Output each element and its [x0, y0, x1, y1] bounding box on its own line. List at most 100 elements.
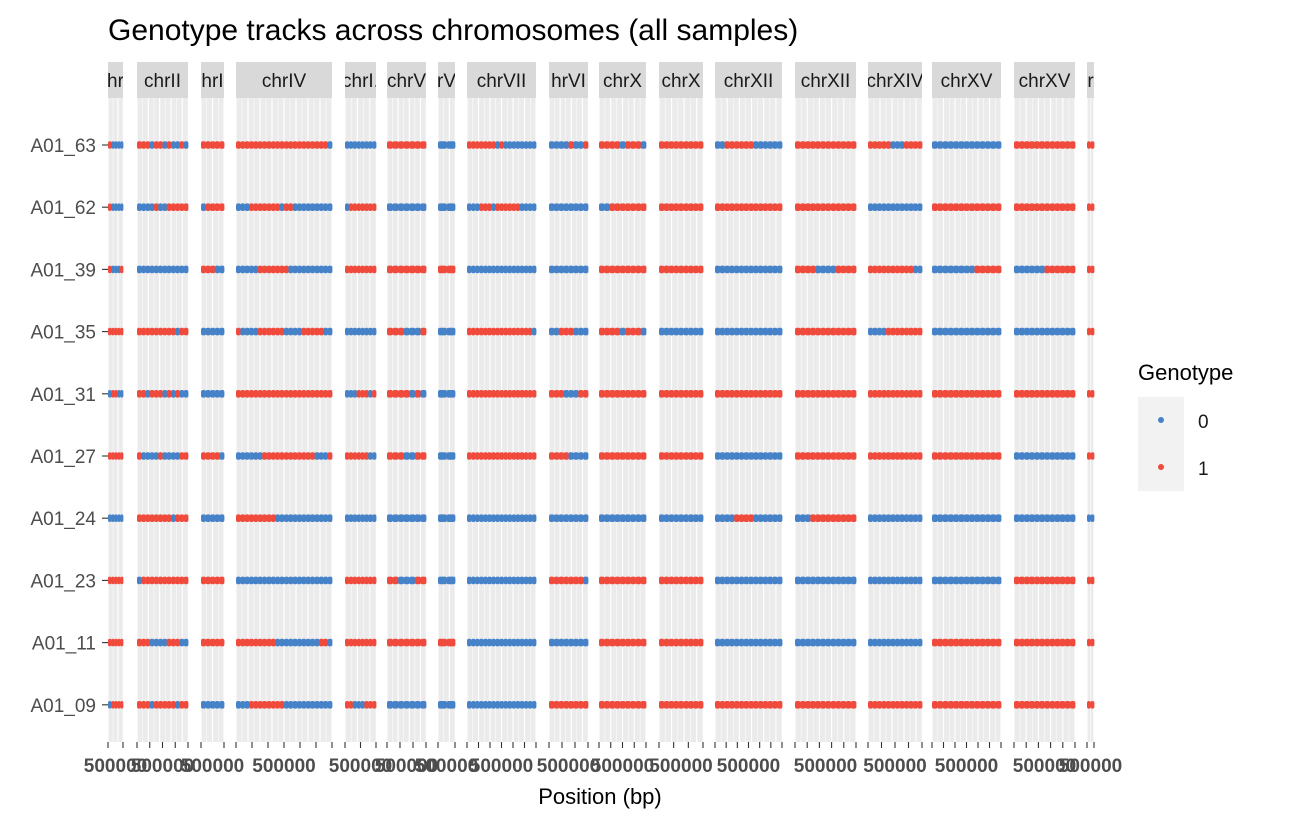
- genotype-segment: [663, 576, 670, 585]
- genotype-segment: [201, 701, 206, 709]
- genotype-segment: [724, 203, 730, 211]
- genotype-segment: [531, 327, 537, 336]
- genotype-segment: [872, 327, 878, 336]
- genotype-segment: [630, 327, 636, 336]
- genotype-segment: [715, 327, 721, 336]
- genotype-segment: [314, 514, 320, 522]
- genotype-segment: [236, 265, 241, 274]
- genotype-segment: [625, 701, 631, 709]
- genotype-segment: [683, 514, 689, 522]
- genotype-segment: [868, 701, 873, 709]
- genotype-segment: [604, 203, 610, 211]
- genotype-segment: [262, 638, 267, 647]
- genotype-segment: [673, 141, 679, 149]
- genotype-segment: [214, 701, 220, 709]
- genotype-segment: [558, 576, 565, 585]
- genotype-segment: [483, 265, 488, 274]
- genotype-segment: [908, 576, 914, 585]
- genotype-segment: [1024, 576, 1030, 585]
- genotype-segment: [668, 327, 675, 336]
- genotype-segment: [795, 452, 801, 460]
- y-tick-label: A01_31: [30, 385, 96, 406]
- genotype-segment: [845, 638, 852, 647]
- genotype-segment: [953, 390, 959, 398]
- genotype-segment: [549, 452, 555, 460]
- genotype-segment: [214, 452, 220, 460]
- genotype-segment: [825, 638, 831, 647]
- genotype-segment: [753, 638, 759, 647]
- genotype-segment: [932, 265, 938, 274]
- genotype-segment: [467, 514, 472, 522]
- facet-strip: [599, 62, 646, 98]
- genotype-segment: [262, 514, 267, 522]
- genotype-segment: [963, 638, 970, 647]
- genotype-segment: [1019, 327, 1025, 336]
- genotype-segment: [1014, 203, 1020, 211]
- genotype-segment: [881, 638, 887, 647]
- facet-strip-label: chrXIV: [866, 71, 923, 92]
- genotype-segment: [963, 141, 970, 149]
- genotype-segment: [599, 576, 605, 585]
- genotype-segment: [840, 638, 847, 647]
- genotype-segment: [483, 514, 488, 522]
- x-tick-label: 500000: [375, 756, 438, 777]
- genotype-segment: [409, 203, 416, 211]
- genotype-segment: [815, 141, 821, 149]
- genotype-segment: [1090, 701, 1095, 709]
- genotype-segment: [114, 701, 118, 709]
- genotype-segment: [659, 141, 665, 149]
- genotype-segment: [748, 265, 754, 274]
- genotype-segment: [553, 701, 560, 709]
- genotype-segment: [688, 390, 694, 398]
- genotype-segment: [820, 701, 826, 709]
- genotype-segment: [820, 327, 826, 336]
- genotype-segment: [1069, 265, 1076, 274]
- facet-strip-label: chrIV: [262, 71, 307, 92]
- genotype-segment: [1014, 327, 1020, 336]
- genotype-segment: [279, 452, 285, 460]
- genotype-segment: [840, 452, 847, 460]
- genotype-segment: [753, 141, 759, 149]
- genotype-segment: [942, 514, 949, 522]
- x-tick-label: 500000: [1059, 756, 1122, 777]
- genotype-segment: [825, 141, 831, 149]
- genotype-segment: [1024, 514, 1030, 522]
- genotype-segment: [527, 638, 533, 647]
- genotype-segment: [563, 514, 569, 522]
- genotype-segment: [360, 452, 365, 460]
- genotype-segment: [292, 701, 298, 709]
- genotype-segment: [275, 203, 281, 211]
- genotype-segment: [175, 265, 180, 274]
- genotype-segment: [743, 514, 749, 522]
- genotype-segment: [578, 265, 584, 274]
- genotype-segment: [563, 576, 569, 585]
- genotype-segment: [219, 576, 225, 585]
- genotype-segment: [368, 638, 373, 647]
- genotype-segment: [917, 638, 923, 647]
- genotype-segment: [835, 701, 842, 709]
- genotype-segment: [678, 452, 684, 460]
- genotype-segment: [1054, 203, 1061, 211]
- genotype-segment: [253, 203, 259, 211]
- genotype-segment: [249, 203, 254, 211]
- genotype-segment: [301, 638, 307, 647]
- genotype-segment: [503, 390, 508, 398]
- genotype-segment: [563, 701, 569, 709]
- genotype-segment: [360, 327, 365, 336]
- genotype-segment: [738, 390, 745, 398]
- genotype-segment: [392, 701, 399, 709]
- genotype-segment: [257, 576, 263, 585]
- genotype-segment: [877, 701, 882, 709]
- x-tick-label: 500000: [131, 756, 194, 777]
- genotype-segment: [117, 638, 121, 647]
- genotype-segment: [515, 203, 521, 211]
- genotype-segment: [953, 203, 959, 211]
- genotype-segment: [284, 638, 289, 647]
- genotype-segment: [531, 265, 537, 274]
- genotype-segment: [262, 576, 267, 585]
- genotype-segment: [236, 203, 241, 211]
- genotype-segment: [958, 638, 965, 647]
- genotype-segment: [772, 452, 778, 460]
- facet-strip: [932, 62, 1001, 98]
- genotype-segment: [917, 327, 923, 336]
